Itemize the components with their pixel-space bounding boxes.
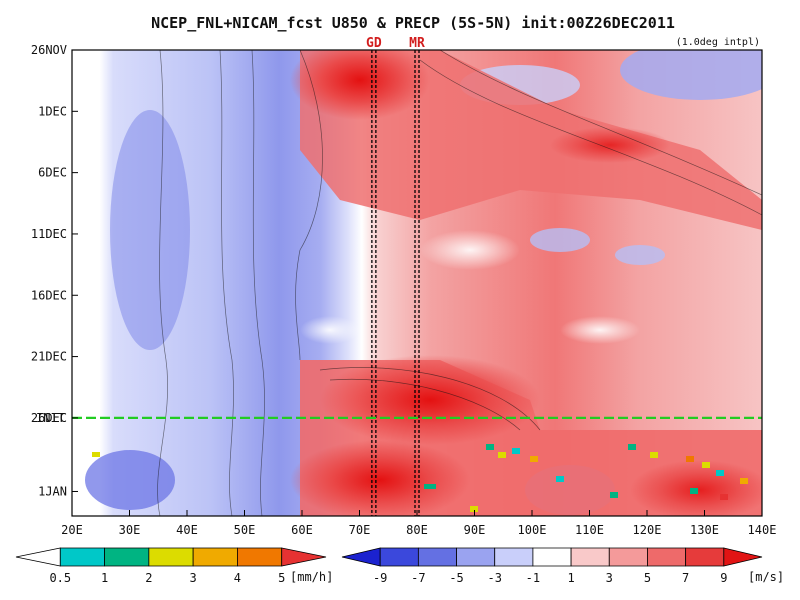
y-axis: 26NOV 1DEC 6DEC 11DEC 16DEC 21DEC 26DEC 1JAN [31,43,78,498]
easterly-patch [615,245,665,265]
precip-unit: [mm/h] [290,570,333,584]
u850-colorbar-label: 9 [720,571,727,585]
u850-colorbar-swatch [570,547,610,567]
precip-colorbar-label: 0.5 [49,571,71,585]
easterly-patch [530,228,590,252]
precip-colorbar-label: 4 [234,571,241,585]
westerly-core [320,355,540,445]
precip-colorbar-label: 3 [190,571,197,585]
y-tick-label: 26DEC [31,411,67,425]
x-tick-label: 100E [518,523,547,537]
u850-colorbar-swatch [494,547,534,567]
u850-colorbar-swatch [341,547,381,567]
u850-colorbar-label: -1 [526,571,540,585]
weak-wind-patch [420,230,520,270]
precip-colorbar-swatch [192,547,238,567]
precip-colorbar-swatch [15,547,61,567]
u850-colorbar-swatch [723,547,763,567]
easterly-patch [110,110,190,350]
x-tick-label: 90E [464,523,486,537]
y-tick-label: 11DEC [31,227,67,241]
x-axis: 20E 30E 40E 50E 60E 70E 80E 90E 100E 110E 120E 130E… [61,510,776,537]
precip-colorbar-swatch [148,547,194,567]
u850-colorbar-label: 3 [606,571,613,585]
u850-colorbar-label: -7 [411,571,425,585]
u850-colorbar-label: 5 [644,571,651,585]
u850-colorbar-swatch [647,547,687,567]
precip-colorbar: 0.5 1 2 3 4 5 [15,547,327,585]
u850-colorbar: -9 -7 -5 -3 -1 1 3 5 7 9 [341,547,763,585]
weak-wind-patch [560,316,640,344]
westerly-core [290,440,470,516]
weak-wind-patch [300,316,360,344]
u850-colorbar-label: -5 [449,571,463,585]
precip-colorbar-label: 2 [145,571,152,585]
interp-note: (1.0deg intpl) [676,37,760,48]
easterly-patch [620,50,762,100]
y-tick-label: 1DEC [38,104,67,118]
u850-colorbar-label: -9 [373,571,387,585]
init-label: INIT [36,411,65,425]
easterly-patch [85,450,175,510]
u850-colorbar-swatch [608,547,648,567]
precip-colorbar-swatch [104,547,150,567]
westerly-core [290,50,430,120]
u850-colorbar-label: 7 [682,571,689,585]
u850-colorbar-swatch [417,547,457,567]
westerly-core [550,127,670,163]
contour-lines [157,50,762,516]
precip-colorbar-swatch [281,547,327,567]
u850-unit: [m/s] [748,570,784,584]
x-tick-label: 80E [406,523,428,537]
chart-title: NCEP_FNL+NICAM_fcst U850 & PRECP (5S-5N)… [151,14,675,32]
x-tick-label: 110E [575,523,604,537]
x-tick-label: 40E [176,523,198,537]
site-label: MR [409,36,425,51]
precip-pixels [92,444,748,512]
x-tick-label: 130E [690,523,719,537]
u850-colorbar-swatch [456,547,496,567]
x-tick-label: 140E [748,523,777,537]
site-label: GD [366,36,382,51]
x-tick-label: 50E [234,523,256,537]
site-markers: GD MR [366,36,425,516]
u850-colorbar-swatch [532,547,572,567]
x-tick-label: 60E [291,523,313,537]
y-tick-label: 21DEC [31,350,67,364]
x-tick-label: 120E [633,523,662,537]
u850-colorbar-swatch [379,547,419,567]
westerly-core [630,460,762,516]
precip-colorbar-swatch [237,547,283,567]
x-tick-label: 70E [349,523,371,537]
x-tick-label: 30E [119,523,141,537]
y-tick-label: 1JAN [38,484,67,498]
y-tick-label: 16DEC [31,288,67,302]
u850-colorbar-label: -3 [488,571,502,585]
precip-colorbar-label: 5 [278,571,285,585]
precip-colorbar-swatch [59,547,105,567]
y-tick-label: 6DEC [38,166,67,180]
precip-colorbar-label: 1 [101,571,108,585]
u850-colorbar-label: 1 [567,571,574,585]
plot-area [72,50,762,516]
u850-colorbar-swatch [685,547,725,567]
y-tick-label: 26NOV [31,43,67,57]
x-tick-label: 20E [61,523,83,537]
